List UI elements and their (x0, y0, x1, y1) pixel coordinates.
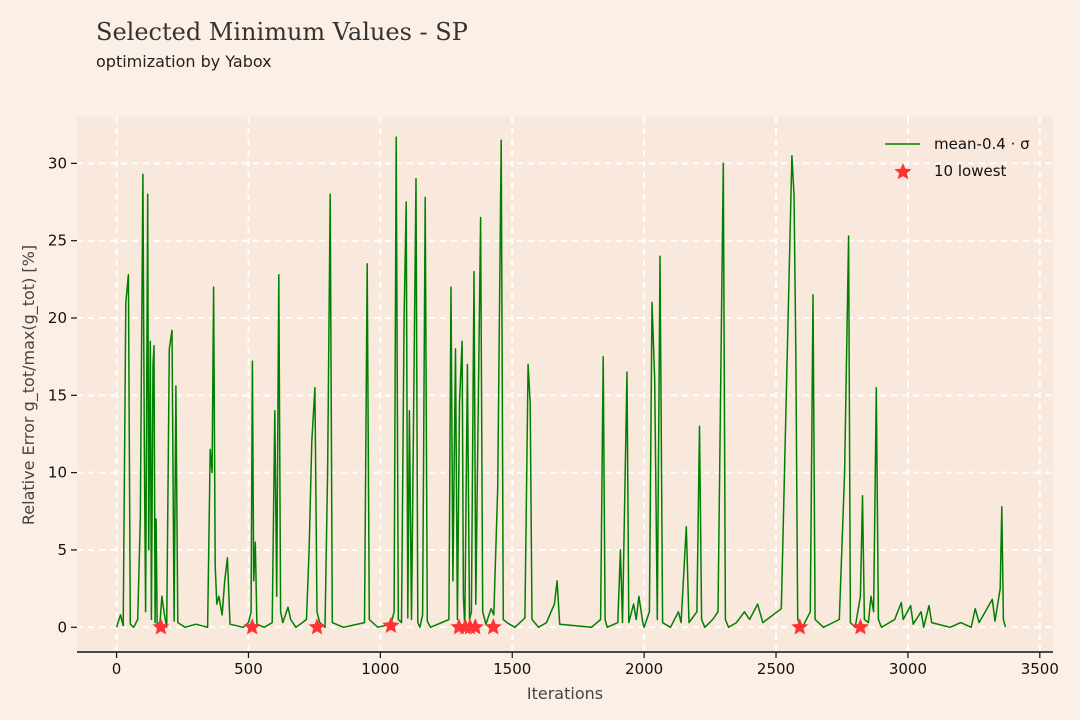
x-tick-label: 2500 (757, 660, 795, 678)
legend: mean-0.4 · σ 10 lowest (885, 135, 1030, 180)
lowest-marker (382, 616, 400, 633)
lowest-marker (466, 618, 484, 635)
y-tick-label: 0 (57, 618, 67, 636)
series-line (115, 136, 1007, 629)
y-tick-label: 30 (48, 154, 67, 172)
x-ticks: 0 500 1000 1500 2000 2500 3000 3500 (112, 652, 1059, 678)
lowest-markers (152, 616, 869, 635)
legend-marker-label: 10 lowest (934, 162, 1007, 180)
y-tick-label: 5 (57, 541, 67, 559)
x-tick-label: 500 (234, 660, 263, 678)
y-tick-label: 25 (48, 232, 67, 250)
x-axis-label: Iterations (527, 684, 603, 703)
chart-subtitle: optimization by Yabox (96, 52, 272, 71)
x-tick-label: 3000 (889, 660, 927, 678)
y-ticks: 0 5 10 15 20 25 30 (48, 154, 77, 636)
plot-area (77, 117, 1053, 652)
lowest-marker (791, 618, 809, 635)
lowest-marker (484, 618, 502, 635)
x-tick-label: 0 (112, 660, 122, 678)
lowest-marker (308, 618, 326, 635)
lowest-marker (243, 618, 261, 635)
grid (77, 117, 1053, 652)
legend-star-icon (894, 163, 912, 180)
x-tick-label: 1500 (493, 660, 531, 678)
y-tick-label: 20 (48, 309, 67, 327)
x-tick-label: 1000 (361, 660, 399, 678)
x-tick-label: 2000 (625, 660, 663, 678)
lowest-marker (851, 618, 869, 635)
lowest-marker (152, 618, 170, 635)
y-tick-label: 10 (48, 464, 67, 482)
x-tick-label: 3500 (1021, 660, 1059, 678)
y-tick-label: 15 (48, 386, 67, 404)
legend-marker-star (894, 163, 912, 180)
chart-title: Selected Minimum Values - SP (96, 18, 468, 46)
legend-line-label: mean-0.4 · σ (934, 135, 1030, 153)
y-axis-label: Relative Error g_tot/max(g_tot) [%] (19, 245, 39, 525)
